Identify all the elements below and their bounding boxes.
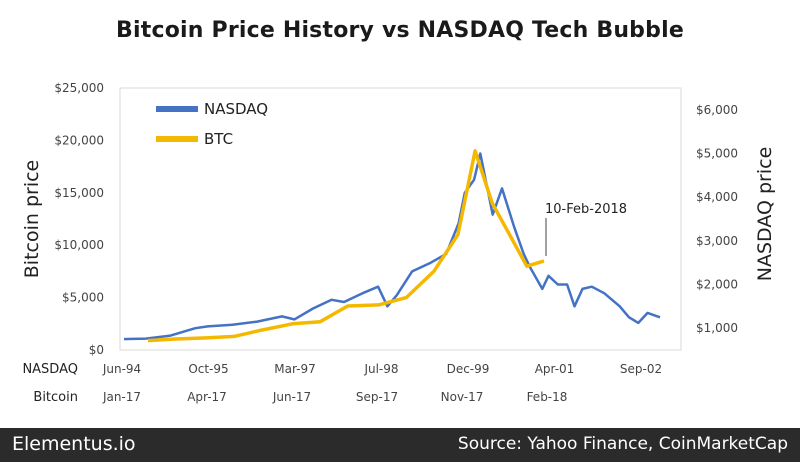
brand-label: Elementus.io [12,433,136,455]
plot-frame [119,87,682,351]
x-tick-label: Jan-17 [102,390,141,404]
legend: NASDAQ BTC [156,100,268,148]
left-tick-label: $15,000 [54,186,104,200]
x-tick-label: Jun-94 [102,362,141,376]
footer-bar: Elementus.io Source: Yahoo Finance, Coin… [0,428,800,462]
annotation: 10-Feb-2018 [545,202,627,256]
chart-title: Bitcoin Price History vs NASDAQ Tech Bub… [116,18,684,43]
right-axis-ticks: $1,000 $2,000 $3,000 $4,000 $5,000 $6,000 [696,103,738,335]
right-tick-label: $3,000 [696,234,738,248]
series-line-nasdaq [123,152,661,341]
x-tick-label: Apr-17 [187,390,227,404]
right-tick-label: $6,000 [696,103,738,117]
right-tick-label: $4,000 [696,190,738,204]
x-tick-label: Apr-01 [535,362,575,376]
x-tick-label: Dec-99 [447,362,490,376]
x-tick-label: Sep-02 [620,362,662,376]
x-tick-label: Feb-18 [527,390,568,404]
annotation-label: 10-Feb-2018 [545,202,627,217]
source-label: Source: Yahoo Finance, CoinMarketCap [457,434,788,454]
left-tick-label: $0 [89,343,104,357]
series-line-btc [147,149,545,343]
left-axis-label: Bitcoin price [21,160,43,278]
line-chart: $0 $5,000 $10,000 $15,000 $20,000 $25,000 $1,… [21,81,776,405]
x-tick-label: Jul-98 [363,362,398,376]
x-tick-label: Sep-17 [356,390,398,404]
x-tick-label: Nov-17 [441,390,484,404]
x-tick-label: Jun-17 [272,390,311,404]
left-tick-label: $10,000 [54,238,104,252]
right-tick-label: $1,000 [696,321,738,335]
left-axis-ticks: $0 $5,000 $10,000 $15,000 $20,000 $25,000 [54,81,104,357]
left-tick-label: $5,000 [62,291,104,305]
x-tick-label: Mar-97 [274,362,315,376]
left-tick-label: $20,000 [54,133,104,147]
right-tick-label: $5,000 [696,147,738,161]
series-lines [123,149,661,343]
x-row-label: NASDAQ [22,362,78,377]
left-tick-label: $25,000 [54,81,104,95]
x-row-label: Bitcoin [33,390,78,405]
legend-label: NASDAQ [204,100,268,118]
x-tick-label: Oct-95 [188,362,228,376]
right-tick-label: $2,000 [696,278,738,292]
x-axis-rows: NASDAQ Jun-94 Oct-95 Mar-97 Jul-98 Dec-99 Apr-… [22,362,662,405]
legend-label: BTC [204,130,233,148]
right-axis-label: NASDAQ price [754,147,776,282]
